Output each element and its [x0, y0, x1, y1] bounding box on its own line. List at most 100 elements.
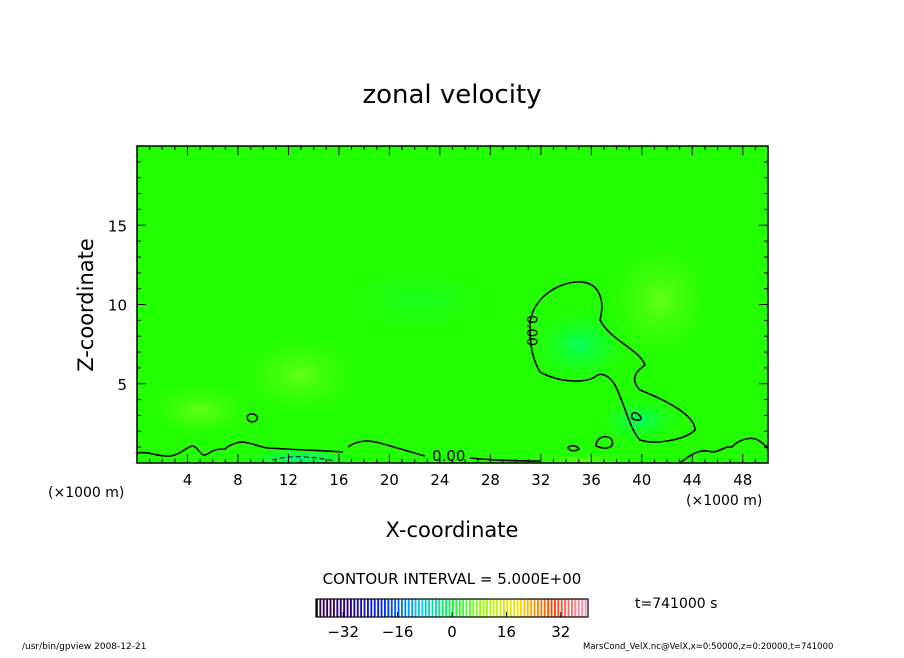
y-axis: 5 10 15 — [108, 161, 768, 448]
colorbar-cell — [424, 599, 427, 617]
colorbar-cell — [537, 599, 539, 617]
colorbar-cell — [564, 599, 567, 617]
colorbar-cell — [469, 599, 471, 617]
field-patch — [600, 230, 720, 370]
heatmap-field: 0.00 0.00 — [137, 146, 768, 463]
contour-line — [630, 412, 642, 421]
colorbar-cell — [363, 599, 366, 617]
colorbar-cell — [428, 599, 431, 617]
contour-line — [469, 457, 541, 462]
colorbar-cell — [540, 599, 543, 617]
x-tick-label: 16 — [329, 471, 348, 489]
colorbar-cell — [571, 599, 573, 617]
colorbar-cell — [554, 599, 556, 617]
colorbar-cell — [322, 599, 325, 617]
x-unit-label-right: (×1000 m) — [686, 493, 762, 509]
x-tick-label: 36 — [582, 471, 601, 489]
colorbar-cell — [455, 599, 458, 617]
contour-line — [595, 435, 614, 449]
contour-line — [679, 437, 768, 463]
colorbar-cell — [414, 599, 417, 617]
colorbar-cell — [482, 599, 485, 617]
colorbar-cell — [346, 599, 349, 617]
colorbar-cell — [472, 599, 475, 617]
contour-line — [271, 456, 336, 462]
contour-label: 0.00 — [523, 315, 539, 346]
x-unit-label-left: (×1000 m) — [48, 485, 124, 501]
colorbar-tick-label: −32 — [327, 623, 359, 641]
x-tick-label: 44 — [683, 471, 702, 489]
colorbar-cell — [438, 599, 441, 617]
colorbar-cell — [350, 599, 352, 617]
colorbar-cell — [384, 599, 386, 617]
colorbar-cell — [543, 599, 546, 617]
y-tick-label: 15 — [108, 217, 127, 235]
colorbar-cell — [353, 599, 356, 617]
colorbar-cell — [431, 599, 434, 617]
contour-line — [246, 413, 259, 423]
y-tick-label: 10 — [108, 297, 127, 315]
colorbar-cell — [411, 599, 414, 617]
colorbar-cell — [506, 599, 509, 617]
colorbar-cell — [465, 599, 468, 617]
field-patch — [520, 454, 640, 463]
colorbar-cell — [336, 599, 339, 617]
contour-interval-text: CONTOUR INTERVAL = 5.000E+00 — [323, 570, 582, 588]
x-tick-label: 12 — [279, 471, 298, 489]
field-patch — [330, 260, 510, 340]
colorbar-cell — [496, 599, 499, 617]
field-patch — [530, 305, 630, 385]
contour-line — [347, 440, 426, 457]
colorbar-cell — [394, 599, 397, 617]
colorbar-cell — [513, 599, 516, 617]
field-patch — [240, 448, 360, 463]
footer-right: MarsCond_VelX.nc@VelX,x=0:50000,z=0:2000… — [583, 642, 834, 652]
x-axis-label: X-coordinate — [386, 518, 519, 542]
colorbar-ticks: −32 −16 0 16 32 — [327, 612, 570, 641]
colorbar-cell — [516, 599, 519, 617]
colorbar-cell — [421, 599, 424, 617]
colorbar-cell — [523, 599, 526, 617]
colorbar-cell — [401, 599, 403, 617]
colorbar-cell — [360, 599, 363, 617]
colorbar-cell — [581, 599, 584, 617]
contour-line — [137, 441, 344, 457]
colorbar-cell — [503, 599, 505, 617]
x-tick-label: 4 — [183, 471, 193, 489]
field-patch — [230, 330, 370, 420]
colorbar-cell — [377, 599, 380, 617]
x-axis: 4 8 12 16 20 24 28 32 36 40 44 48 — [149, 146, 756, 489]
colorbar-cell — [462, 599, 465, 617]
colorbar-tick-label: 16 — [497, 623, 516, 641]
colorbar-cell — [370, 599, 373, 617]
footer-left: /usr/bin/gpview 2008-12-21 — [22, 642, 147, 652]
colorbar-cell — [316, 599, 318, 617]
colorbar-cell — [560, 599, 563, 617]
x-tick-label: 32 — [531, 471, 550, 489]
colorbar-cell — [418, 599, 420, 617]
colorbar-cell — [574, 599, 577, 617]
colorbar-cell — [458, 599, 461, 617]
colorbar-cell — [319, 599, 322, 617]
colorbar-tick-label: −16 — [382, 623, 414, 641]
x-tick-label: 24 — [430, 471, 449, 489]
colorbar-cell — [329, 599, 332, 617]
colorbar-tick-label: 32 — [551, 623, 570, 641]
colorbar-cell — [520, 599, 522, 617]
colorbar-cell — [550, 599, 553, 617]
chart-title: zonal velocity — [362, 80, 541, 110]
x-tick-label: 28 — [481, 471, 500, 489]
colorbar-cell — [356, 599, 359, 617]
colorbar-cell — [390, 599, 393, 617]
colorbar-cell — [577, 599, 580, 617]
colorbar-cell — [367, 599, 369, 617]
colorbar-cell — [387, 599, 390, 617]
x-tick-label: 48 — [733, 471, 752, 489]
colorbar-cell — [530, 599, 533, 617]
y-tick-label: 5 — [117, 376, 127, 394]
colorbar-cell — [407, 599, 410, 617]
colorbar-cell — [584, 599, 587, 617]
colorbar-cell — [339, 599, 342, 617]
x-tick-label: 20 — [380, 471, 399, 489]
colorbar-cell — [499, 599, 502, 617]
